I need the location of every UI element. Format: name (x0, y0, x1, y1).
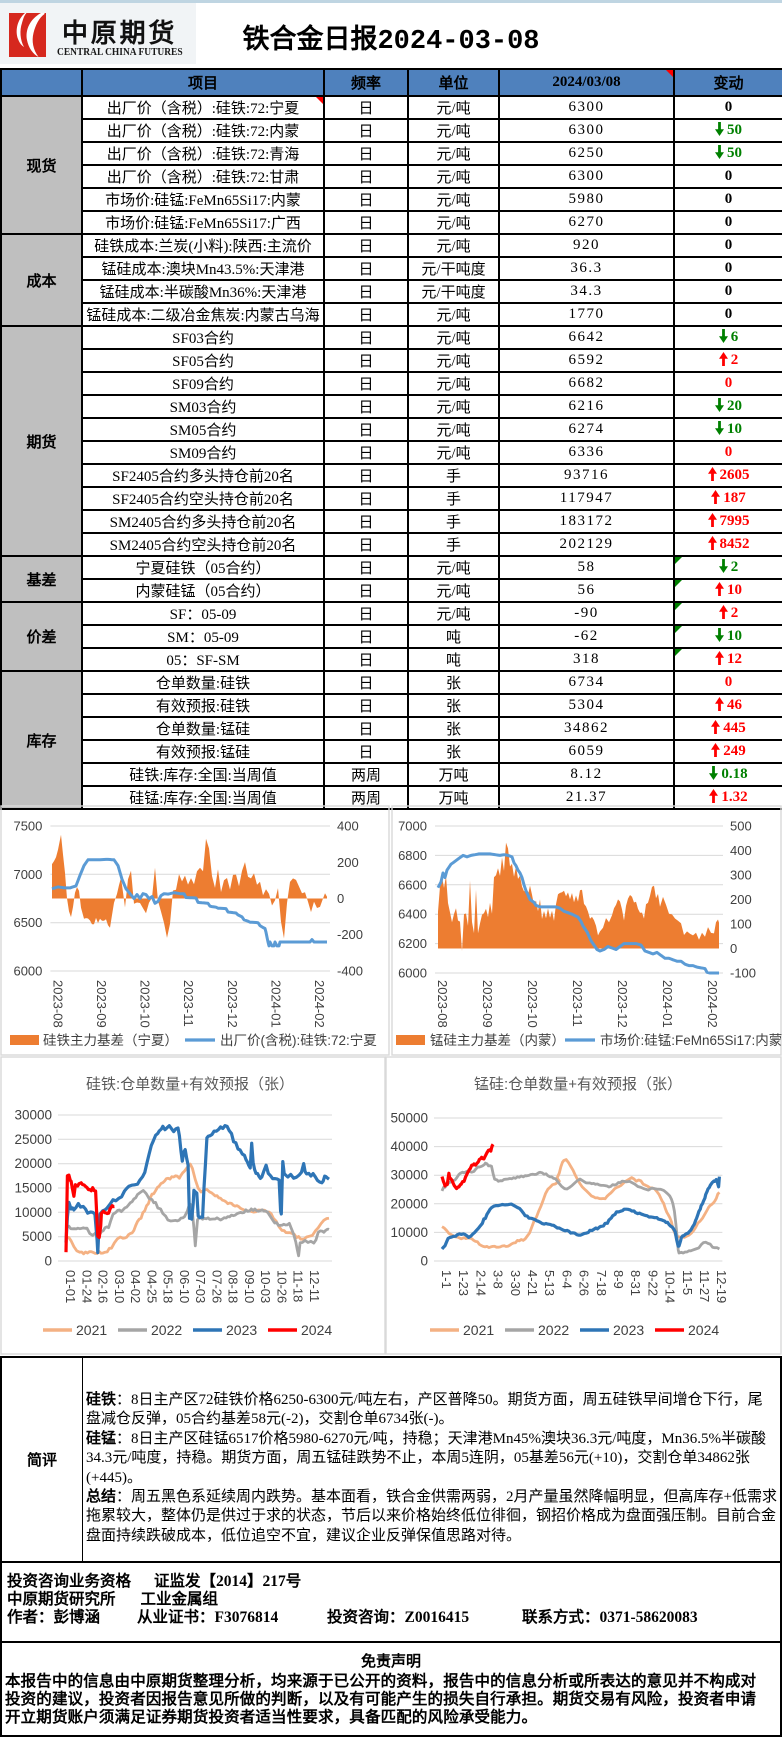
svg-text:50000: 50000 (390, 1111, 428, 1126)
svg-text:200: 200 (730, 892, 752, 907)
svg-text:06-10: 06-10 (177, 1270, 192, 1303)
svg-text:09-10: 09-10 (242, 1270, 257, 1303)
svg-text:6000: 6000 (398, 966, 427, 981)
svg-text:300: 300 (730, 868, 752, 883)
svg-text:出厂价(含税):硅铁:72:宁夏: 出厂价(含税):硅铁:72:宁夏 (220, 1032, 377, 1048)
svg-text:10-03: 10-03 (258, 1270, 273, 1303)
svg-text:硅铁:仓单数量+有效预报（张）: 硅铁:仓单数量+有效预报（张） (86, 1076, 294, 1093)
svg-text:01-24: 01-24 (79, 1270, 94, 1303)
svg-text:6200: 6200 (398, 936, 427, 951)
svg-text:10-26: 10-26 (274, 1270, 289, 1303)
svg-text:2024-01: 2024-01 (660, 980, 675, 1028)
svg-text:6500: 6500 (13, 915, 42, 930)
svg-text:2023: 2023 (226, 1322, 257, 1338)
svg-text:7-18: 7-18 (594, 1270, 609, 1296)
svg-text:硅铁主力基差（宁夏）: 硅铁主力基差（宁夏） (43, 1032, 178, 1048)
svg-text:7000: 7000 (398, 819, 427, 834)
svg-text:市场价:硅锰:FeMn65Si17:内蒙: 市场价:硅锰:FeMn65Si17:内蒙 (600, 1032, 782, 1048)
svg-text:40000: 40000 (390, 1139, 428, 1154)
svg-text:30000: 30000 (390, 1168, 428, 1183)
svg-text:2023-11: 2023-11 (570, 980, 585, 1027)
svg-text:2023-08: 2023-08 (50, 980, 65, 1028)
svg-text:2023-11: 2023-11 (181, 980, 196, 1027)
svg-text:15000: 15000 (14, 1181, 52, 1196)
svg-text:6600: 6600 (398, 877, 427, 892)
svg-text:12-11: 12-11 (307, 1270, 322, 1302)
svg-text:2022: 2022 (538, 1322, 569, 1338)
svg-text:20000: 20000 (390, 1196, 428, 1211)
svg-text:500: 500 (730, 819, 752, 834)
svg-text:0: 0 (44, 1254, 52, 1269)
svg-text:0: 0 (730, 941, 737, 956)
svg-text:400: 400 (730, 843, 752, 858)
svg-text:6-26: 6-26 (577, 1270, 592, 1296)
svg-text:锰硅:仓单数量+有效预报（张）: 锰硅:仓单数量+有效预报（张） (474, 1076, 682, 1093)
svg-text:01-01: 01-01 (63, 1270, 78, 1303)
svg-text:02-16: 02-16 (96, 1270, 111, 1303)
svg-text:2021: 2021 (76, 1322, 107, 1338)
svg-text:3-30: 3-30 (508, 1270, 523, 1296)
svg-text:12-19: 12-19 (714, 1270, 729, 1303)
svg-text:-400: -400 (337, 964, 363, 979)
svg-text:03-10: 03-10 (112, 1270, 127, 1303)
svg-text:04-02: 04-02 (128, 1270, 143, 1303)
svg-text:2024: 2024 (688, 1322, 719, 1338)
svg-text:2021: 2021 (463, 1322, 494, 1338)
svg-text:2024-02: 2024-02 (705, 980, 720, 1028)
svg-text:2022: 2022 (151, 1322, 182, 1338)
svg-text:2023-09: 2023-09 (480, 980, 495, 1028)
svg-text:0: 0 (420, 1254, 428, 1269)
svg-text:400: 400 (337, 819, 359, 834)
svg-text:2024-01: 2024-01 (268, 980, 283, 1028)
svg-text:100: 100 (730, 917, 752, 932)
svg-text:-200: -200 (337, 927, 363, 942)
svg-text:2023-09: 2023-09 (94, 980, 109, 1028)
svg-text:0: 0 (337, 891, 344, 906)
svg-text:锰硅主力基差（内蒙）: 锰硅主力基差（内蒙） (430, 1032, 565, 1048)
svg-text:7000: 7000 (13, 867, 42, 882)
svg-text:6400: 6400 (398, 907, 427, 922)
svg-text:2024-02: 2024-02 (312, 980, 327, 1028)
svg-text:6-4: 6-4 (559, 1270, 574, 1289)
svg-text:2023-12: 2023-12 (615, 980, 630, 1028)
svg-text:6000: 6000 (13, 964, 42, 979)
svg-text:07-26: 07-26 (209, 1270, 224, 1303)
svg-text:9-22: 9-22 (645, 1270, 660, 1296)
svg-text:5-13: 5-13 (542, 1270, 557, 1296)
svg-text:11-5: 11-5 (680, 1270, 695, 1295)
svg-text:10000: 10000 (14, 1205, 52, 1220)
svg-text:4-21: 4-21 (525, 1270, 540, 1296)
svg-text:11-18: 11-18 (291, 1270, 306, 1302)
svg-text:25000: 25000 (14, 1132, 52, 1147)
svg-text:1-23: 1-23 (456, 1270, 471, 1296)
svg-text:2023-10: 2023-10 (525, 980, 540, 1028)
svg-text:10-14: 10-14 (663, 1270, 678, 1303)
svg-text:2-14: 2-14 (473, 1270, 488, 1296)
svg-text:11-27: 11-27 (697, 1270, 712, 1302)
svg-text:-100: -100 (730, 966, 756, 981)
svg-text:20000: 20000 (14, 1156, 52, 1171)
svg-text:3-8: 3-8 (491, 1270, 506, 1289)
svg-text:07-03: 07-03 (193, 1270, 208, 1303)
svg-text:8-31: 8-31 (628, 1270, 643, 1296)
svg-text:2024: 2024 (301, 1322, 332, 1338)
svg-text:04-25: 04-25 (144, 1270, 159, 1303)
svg-text:2023-10: 2023-10 (138, 980, 153, 1028)
svg-text:5000: 5000 (22, 1229, 52, 1244)
svg-text:8-9: 8-9 (611, 1270, 626, 1289)
svg-text:30000: 30000 (14, 1108, 52, 1123)
svg-text:6800: 6800 (398, 848, 427, 863)
svg-text:1-1: 1-1 (439, 1270, 454, 1289)
svg-text:10000: 10000 (390, 1225, 428, 1240)
svg-text:05-18: 05-18 (161, 1270, 176, 1303)
svg-text:2023: 2023 (613, 1322, 644, 1338)
svg-text:08-18: 08-18 (226, 1270, 241, 1303)
svg-text:2023-12: 2023-12 (225, 980, 240, 1028)
svg-text:200: 200 (337, 855, 359, 870)
svg-text:7500: 7500 (13, 819, 42, 834)
svg-text:2023-08: 2023-08 (435, 980, 450, 1028)
